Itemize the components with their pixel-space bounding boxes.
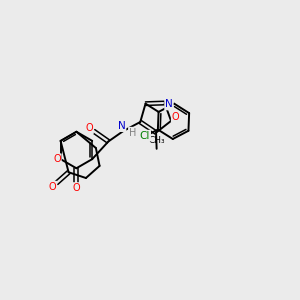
Text: O: O (85, 123, 93, 133)
Text: N: N (165, 100, 173, 110)
Text: H: H (129, 128, 136, 138)
Text: O: O (172, 112, 179, 122)
Text: O: O (73, 183, 80, 193)
Text: N: N (118, 121, 125, 131)
Text: Cl: Cl (140, 130, 150, 141)
Text: O: O (53, 154, 61, 164)
Text: CH₃: CH₃ (148, 136, 165, 145)
Text: O: O (49, 182, 56, 191)
